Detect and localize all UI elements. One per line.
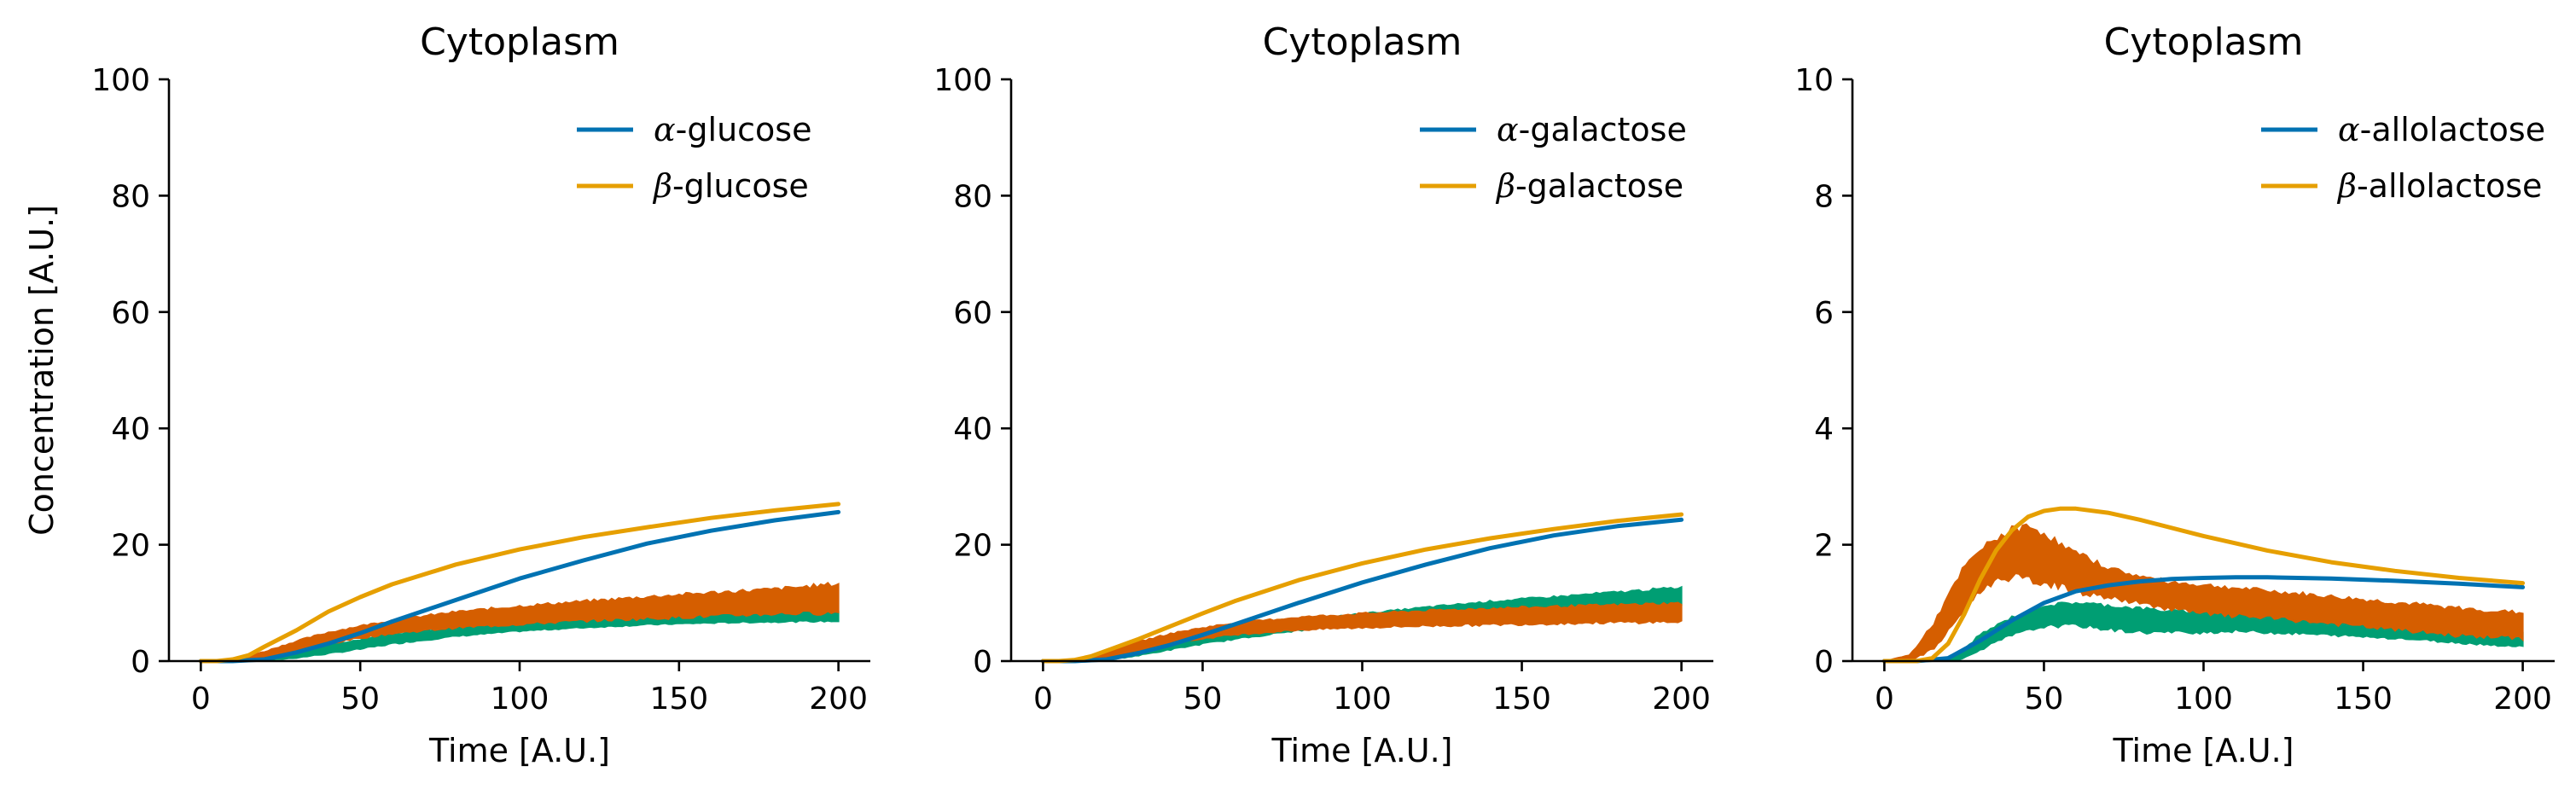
x-tick-label: 150	[649, 682, 708, 717]
y-tick-label: 8	[1814, 179, 1834, 214]
chart-title: Cytoplasm	[1263, 20, 1462, 64]
legend-entry-2: β-glucose	[652, 167, 809, 205]
band-series-4	[201, 582, 840, 662]
x-tick-label: 50	[340, 682, 380, 717]
y-tick-label: 20	[111, 529, 150, 564]
x-tick-label: 150	[2334, 682, 2393, 717]
subplot-3: 0 50 100 150 200 0 2 4 6 8 10 Cytoplasm Time [A.U.] α…	[1794, 20, 2555, 769]
line-series-2	[198, 502, 841, 664]
line-series-1	[1881, 575, 2526, 664]
x-tick-label: 50	[2025, 682, 2064, 717]
legend-greek-letter: α	[2338, 111, 2360, 148]
y-tick-label: 0	[131, 645, 150, 680]
legend-label: -galactose	[1519, 111, 1687, 148]
legend-greek-letter: β	[1495, 167, 1515, 205]
legend-greek-letter: α	[654, 111, 676, 148]
x-tick-label: 100	[491, 682, 550, 717]
x-tick-label: 0	[191, 682, 211, 717]
y-tick-label: 20	[953, 529, 992, 564]
x-axis-label: Time [A.U.]	[2112, 732, 2294, 769]
y-tick-label: 80	[111, 179, 150, 214]
x-tick-label: 100	[1333, 682, 1392, 717]
y-tick-label: 2	[1814, 529, 1834, 564]
x-tick-label: 0	[1033, 682, 1053, 717]
y-tick-label: 60	[111, 296, 150, 331]
y-tick-label: 0	[973, 645, 992, 680]
y-tick-label: 0	[1814, 645, 1834, 680]
x-tick-label: 200	[2493, 682, 2552, 717]
legend-entry-1: α-galactose	[1497, 111, 1687, 148]
legend-greek-letter: β	[652, 167, 672, 205]
legend-label: -galactose	[1515, 167, 1683, 205]
x-tick-label: 200	[809, 682, 868, 717]
x-axis-label: Time [A.U.]	[428, 732, 610, 769]
y-tick-label: 80	[953, 179, 992, 214]
legend-entry-1: α-allolactose	[2338, 111, 2545, 148]
subplot-2: 0 50 100 150 200 0 20 40 60 80 100 Cytoplasm Time [A…	[933, 20, 1713, 769]
band-series-4	[1043, 601, 1683, 663]
legend-entry-1: α-glucose	[654, 111, 811, 148]
chart-title: Cytoplasm	[420, 20, 619, 64]
y-tick-label: 4	[1814, 412, 1834, 447]
x-tick-label: 100	[2174, 682, 2233, 717]
y-tick-label: 100	[933, 63, 992, 98]
line-series-2	[1040, 512, 1684, 664]
line-series-1	[1040, 517, 1684, 664]
legend-entry-2: β-galactose	[1495, 167, 1683, 205]
y-tick-label: 100	[91, 63, 150, 98]
x-axis-label: Time [A.U.]	[1271, 732, 1452, 769]
y-tick-label: 6	[1814, 296, 1834, 331]
subplot-1: 0 50 100 150 200 0 20 40 60 80 100 Cytoplasm Time [A…	[23, 20, 870, 769]
band-series-4	[1884, 523, 2524, 663]
legend-entry-2: β-allolactose	[2336, 167, 2542, 205]
y-axis-label: Concentration [A.U.]	[23, 205, 61, 536]
line-series-2	[1881, 506, 2526, 664]
legend-label: -glucose	[672, 167, 809, 205]
chart-title: Cytoplasm	[2104, 20, 2304, 64]
legend-label: -allolactose	[2357, 167, 2542, 205]
y-tick-label: 40	[953, 412, 992, 447]
band-series-3	[201, 610, 840, 662]
y-tick-label: 10	[1794, 63, 1834, 98]
legend-label: -glucose	[676, 111, 812, 148]
x-tick-label: 0	[1875, 682, 1894, 717]
legend-label: -allolactose	[2360, 111, 2545, 148]
line-series-1	[198, 509, 841, 664]
y-tick-label: 40	[111, 412, 150, 447]
x-tick-label: 150	[1492, 682, 1551, 717]
legend-greek-letter: α	[1497, 111, 1519, 148]
x-tick-label: 50	[1183, 682, 1223, 717]
x-tick-label: 200	[1652, 682, 1711, 717]
legend-greek-letter: β	[2336, 167, 2357, 205]
y-tick-label: 60	[953, 296, 992, 331]
